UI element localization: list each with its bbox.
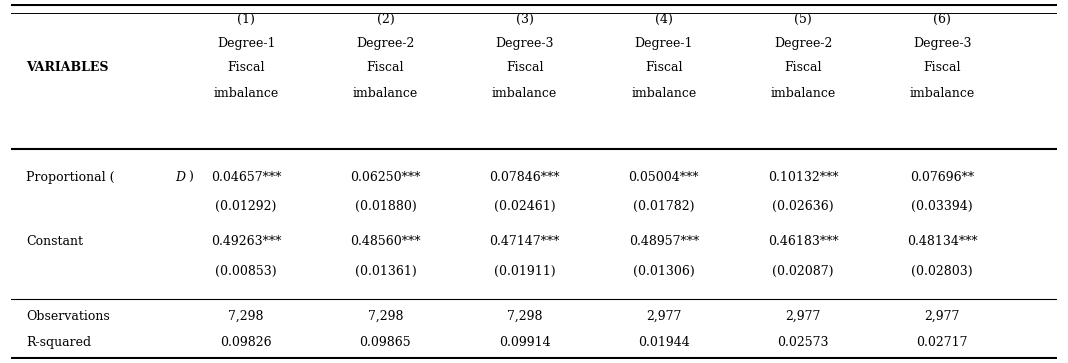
Text: Fiscal: Fiscal — [645, 61, 682, 74]
Text: R-squared: R-squared — [27, 336, 92, 349]
Text: Degree-1: Degree-1 — [634, 37, 693, 50]
Text: (5): (5) — [795, 13, 812, 26]
Text: 2,977: 2,977 — [925, 310, 960, 323]
Text: (0.02087): (0.02087) — [772, 265, 834, 278]
Text: (0.00853): (0.00853) — [216, 265, 277, 278]
Text: 0.47147***: 0.47147*** — [489, 236, 560, 249]
Text: (0.03394): (0.03394) — [911, 200, 973, 213]
Text: (0.02803): (0.02803) — [911, 265, 973, 278]
Text: (0.01292): (0.01292) — [216, 200, 277, 213]
Text: Degree-3: Degree-3 — [496, 37, 554, 50]
Text: 0.07846***: 0.07846*** — [489, 171, 560, 184]
Text: Degree-2: Degree-2 — [357, 37, 414, 50]
Text: 0.07696**: 0.07696** — [910, 171, 974, 184]
Text: (1): (1) — [237, 13, 255, 26]
Text: Observations: Observations — [27, 310, 110, 323]
Text: Proportional (: Proportional ( — [27, 171, 115, 184]
Text: 0.48134***: 0.48134*** — [907, 236, 977, 249]
Text: 0.46183***: 0.46183*** — [768, 236, 838, 249]
Text: ): ) — [189, 171, 193, 184]
Text: Fiscal: Fiscal — [227, 61, 265, 74]
Text: Fiscal: Fiscal — [784, 61, 821, 74]
Text: imbalance: imbalance — [910, 87, 975, 100]
Text: Constant: Constant — [27, 236, 83, 249]
Text: 7,298: 7,298 — [367, 310, 403, 323]
Text: 7,298: 7,298 — [229, 310, 264, 323]
Text: (0.02636): (0.02636) — [772, 200, 834, 213]
Text: 0.09914: 0.09914 — [499, 336, 550, 349]
Text: Fiscal: Fiscal — [366, 61, 404, 74]
Text: 0.09826: 0.09826 — [220, 336, 272, 349]
Text: 0.09865: 0.09865 — [360, 336, 411, 349]
Text: Degree-1: Degree-1 — [217, 37, 276, 50]
Text: (3): (3) — [516, 13, 534, 26]
Text: Fiscal: Fiscal — [924, 61, 961, 74]
Text: 0.48560***: 0.48560*** — [350, 236, 421, 249]
Text: 0.05004***: 0.05004*** — [629, 171, 700, 184]
Text: (0.01880): (0.01880) — [355, 200, 417, 213]
Text: VARIABLES: VARIABLES — [27, 61, 109, 74]
Text: 0.10132***: 0.10132*** — [768, 171, 838, 184]
Text: (0.01306): (0.01306) — [633, 265, 694, 278]
Text: (4): (4) — [655, 13, 673, 26]
Text: Fiscal: Fiscal — [506, 61, 544, 74]
Text: 0.49263***: 0.49263*** — [211, 236, 281, 249]
Text: Degree-2: Degree-2 — [774, 37, 832, 50]
Text: D: D — [175, 171, 185, 184]
Text: Degree-3: Degree-3 — [913, 37, 972, 50]
Text: imbalance: imbalance — [631, 87, 696, 100]
Text: imbalance: imbalance — [770, 87, 835, 100]
Text: 0.01944: 0.01944 — [638, 336, 690, 349]
Text: (0.01911): (0.01911) — [493, 265, 555, 278]
Text: 0.02573: 0.02573 — [778, 336, 829, 349]
Text: 2,977: 2,977 — [646, 310, 681, 323]
Text: (0.02461): (0.02461) — [493, 200, 555, 213]
Text: 7,298: 7,298 — [507, 310, 543, 323]
Text: (6): (6) — [933, 13, 952, 26]
Text: imbalance: imbalance — [352, 87, 418, 100]
Text: imbalance: imbalance — [492, 87, 557, 100]
Text: (2): (2) — [377, 13, 394, 26]
Text: 0.06250***: 0.06250*** — [350, 171, 421, 184]
Text: 0.04657***: 0.04657*** — [211, 171, 281, 184]
Text: 0.48957***: 0.48957*** — [629, 236, 698, 249]
Text: (0.01361): (0.01361) — [355, 265, 417, 278]
Text: imbalance: imbalance — [214, 87, 279, 100]
Text: 0.02717: 0.02717 — [916, 336, 968, 349]
Text: (0.01782): (0.01782) — [633, 200, 694, 213]
Text: 2,977: 2,977 — [785, 310, 820, 323]
